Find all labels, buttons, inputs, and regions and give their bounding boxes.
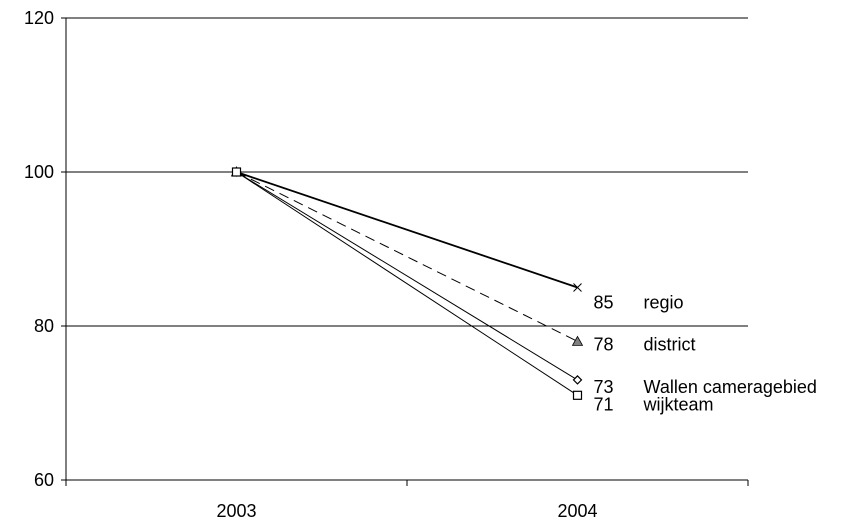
series-name-label: Wallen cameragebied	[644, 377, 817, 397]
axes: 60 80 100 120 2003 2004	[24, 8, 749, 521]
diamond-marker	[572, 375, 583, 385]
square-marker	[231, 167, 242, 177]
y-tick-label: 100	[24, 162, 54, 182]
x-tick-label: 2003	[216, 501, 256, 521]
x-marker	[573, 283, 582, 292]
series-line-wijkteam	[236, 171, 578, 396]
x-tick-label: 2004	[557, 501, 597, 521]
value-label: 71	[594, 394, 614, 414]
gridlines	[66, 17, 748, 327]
series-line-district	[236, 171, 578, 342]
value-label: 78	[594, 334, 614, 354]
series-name-label: wijkteam	[643, 394, 714, 414]
series-lines	[230, 166, 584, 400]
y-tick-label: 120	[24, 8, 54, 28]
series-line-wallen-cameragebied	[236, 171, 578, 381]
series-name-label: regio	[644, 293, 684, 313]
series-line-regio	[236, 171, 578, 289]
triangle-marker	[571, 335, 584, 346]
y-tick-label: 80	[34, 316, 54, 336]
series-name-label: district	[644, 334, 696, 354]
square-marker	[572, 390, 583, 400]
value-labels: 85 regio 78 district 73 Wallen cameragebied 71…	[594, 293, 817, 415]
y-tick-label: 60	[34, 470, 54, 490]
value-label: 73	[594, 377, 614, 397]
x-marker-stroke	[573, 283, 582, 292]
value-label: 85	[594, 293, 614, 313]
